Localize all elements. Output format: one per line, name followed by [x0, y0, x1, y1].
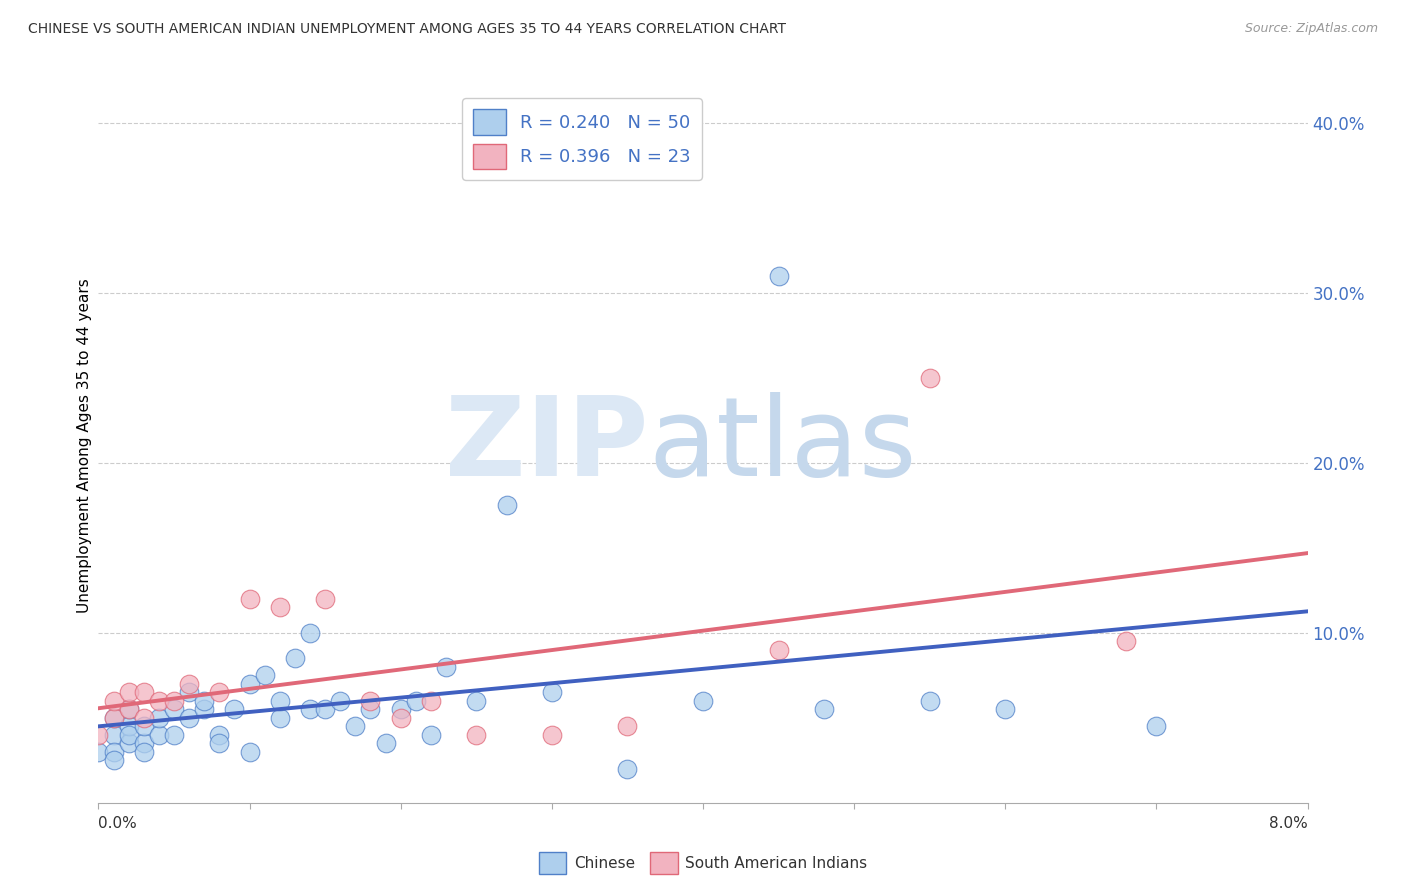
- Point: [193, 702, 215, 716]
- Text: CHINESE VS SOUTH AMERICAN INDIAN UNEMPLOYMENT AMONG AGES 35 TO 44 YEARS CORRELAT: CHINESE VS SOUTH AMERICAN INDIAN UNEMPLO…: [28, 22, 786, 37]
- Point: [132, 719, 155, 733]
- Point: [419, 694, 441, 708]
- Point: [329, 694, 352, 708]
- Point: [540, 728, 562, 742]
- Point: [918, 694, 941, 708]
- Text: 0.0%: 0.0%: [98, 816, 138, 831]
- Point: [239, 677, 262, 691]
- Text: ZIP: ZIP: [446, 392, 648, 500]
- Point: [224, 702, 246, 716]
- Point: [103, 711, 125, 725]
- Point: [132, 711, 155, 725]
- Point: [768, 269, 790, 284]
- Point: [118, 736, 141, 750]
- Point: [179, 685, 201, 699]
- Point: [813, 702, 835, 716]
- Point: [103, 745, 125, 759]
- Y-axis label: Unemployment Among Ages 35 to 44 years: Unemployment Among Ages 35 to 44 years: [77, 278, 91, 614]
- Point: [1115, 634, 1137, 648]
- Point: [616, 719, 638, 733]
- Point: [419, 728, 441, 742]
- Point: [284, 651, 307, 665]
- Point: [299, 626, 322, 640]
- Point: [132, 736, 155, 750]
- Point: [87, 745, 110, 759]
- Point: [269, 711, 291, 725]
- Point: [103, 728, 125, 742]
- Point: [374, 736, 396, 750]
- Point: [1144, 719, 1167, 733]
- Text: 8.0%: 8.0%: [1268, 816, 1308, 831]
- Point: [103, 711, 125, 725]
- Point: [208, 736, 231, 750]
- Point: [405, 694, 427, 708]
- Point: [465, 694, 488, 708]
- Point: [495, 499, 517, 513]
- Point: [103, 694, 125, 708]
- Point: [118, 702, 141, 716]
- Point: [148, 728, 170, 742]
- Point: [692, 694, 714, 708]
- Point: [344, 719, 367, 733]
- Legend: R = 0.240   N = 50, R = 0.396   N = 23: R = 0.240 N = 50, R = 0.396 N = 23: [463, 98, 702, 180]
- Point: [314, 702, 336, 716]
- Point: [389, 711, 412, 725]
- Point: [616, 762, 638, 776]
- Point: [389, 702, 412, 716]
- Point: [118, 685, 141, 699]
- Legend: Chinese, South American Indians: Chinese, South American Indians: [533, 846, 873, 880]
- Point: [163, 728, 186, 742]
- Point: [163, 694, 186, 708]
- Point: [118, 728, 141, 742]
- Point: [132, 745, 155, 759]
- Point: [434, 660, 457, 674]
- Point: [465, 728, 488, 742]
- Point: [208, 728, 231, 742]
- Point: [103, 753, 125, 767]
- Point: [118, 719, 141, 733]
- Point: [918, 371, 941, 385]
- Point: [359, 702, 381, 716]
- Point: [132, 685, 155, 699]
- Point: [193, 694, 215, 708]
- Point: [118, 702, 141, 716]
- Point: [148, 694, 170, 708]
- Point: [253, 668, 276, 682]
- Point: [299, 702, 322, 716]
- Point: [179, 677, 201, 691]
- Point: [269, 600, 291, 615]
- Point: [269, 694, 291, 708]
- Point: [179, 711, 201, 725]
- Point: [148, 711, 170, 725]
- Point: [994, 702, 1017, 716]
- Point: [208, 685, 231, 699]
- Point: [239, 745, 262, 759]
- Text: atlas: atlas: [648, 392, 917, 500]
- Point: [87, 728, 110, 742]
- Point: [359, 694, 381, 708]
- Text: Source: ZipAtlas.com: Source: ZipAtlas.com: [1244, 22, 1378, 36]
- Point: [768, 643, 790, 657]
- Point: [239, 591, 262, 606]
- Point: [314, 591, 336, 606]
- Point: [163, 702, 186, 716]
- Point: [540, 685, 562, 699]
